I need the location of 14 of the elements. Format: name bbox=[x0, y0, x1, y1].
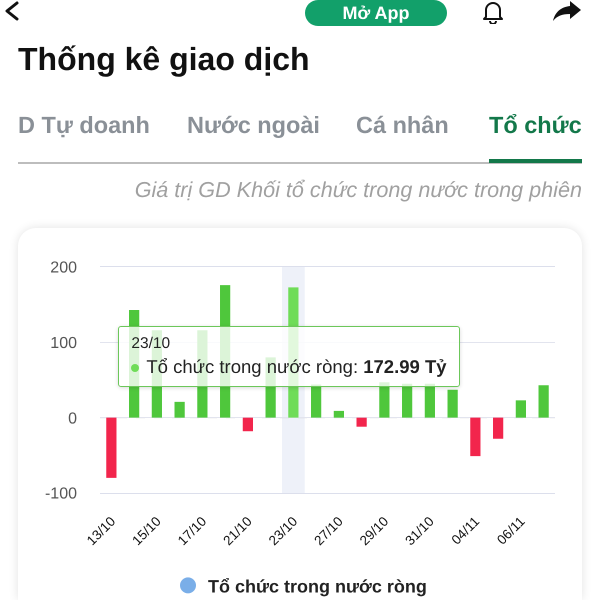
text: Nước ngoài bbox=[187, 112, 320, 139]
y-tick-label: 200 bbox=[50, 260, 78, 277]
app-button: Mở App bbox=[305, 0, 447, 26]
text: Tổ chức trong nước ròng bbox=[208, 576, 427, 596]
annotation: 23/10 Tổ chức trong nước ròng: 172.99 Tỷ bbox=[131, 335, 447, 378]
tooltip-box: 23/10 Tổ chức trong nước ròng: 172.99 Tỷ bbox=[118, 326, 460, 388]
y-tick-label: 0 bbox=[68, 410, 78, 428]
chart-subtitle: Giá trị GD Khối tổ chức trong nước trong phiên bbox=[134, 177, 582, 203]
chart-title: Thống kê giao dịch bbox=[18, 41, 310, 78]
text: Tổ chức bbox=[489, 112, 582, 139]
y-tick-label: 100 bbox=[50, 334, 78, 352]
text: D Tự doanh bbox=[18, 112, 150, 139]
y-tick-label: -100 bbox=[44, 486, 78, 503]
text: Cá nhân bbox=[356, 112, 449, 139]
